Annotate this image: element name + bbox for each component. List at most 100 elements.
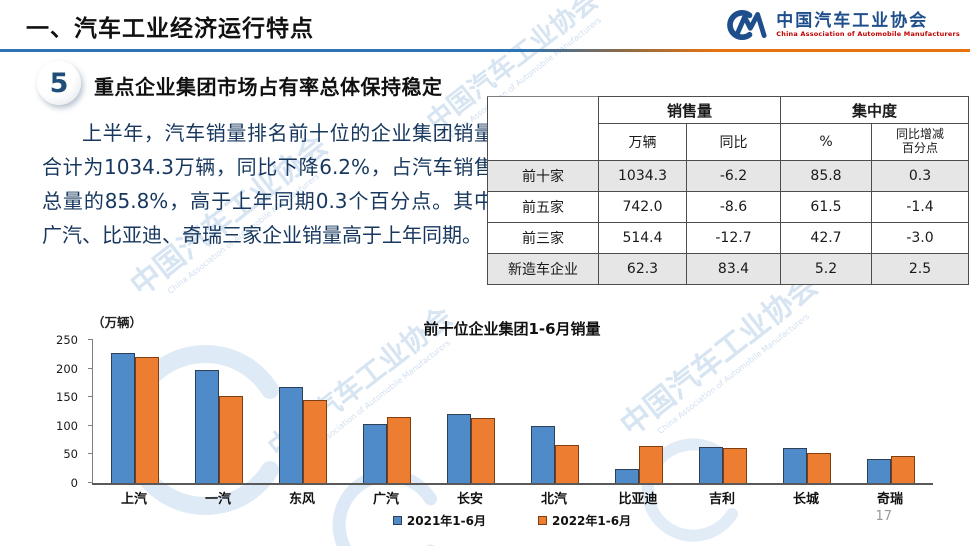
table-cell: 42.7 — [780, 222, 872, 254]
bar-group — [513, 426, 597, 483]
subheader-percent: % — [780, 123, 872, 161]
category-label: 一汽 — [204, 492, 231, 507]
bar-2022 — [135, 356, 159, 483]
summary-paragraph: 上半年，汽车销量排名前十位的企业集团销量合计为1034.3万辆，同比下降6.2%… — [42, 121, 494, 247]
category-label: 奇瑞 — [876, 492, 903, 507]
bar-2021 — [447, 413, 471, 483]
legend-item: 2022年1-6月 — [538, 512, 631, 529]
bar-2022 — [303, 399, 327, 483]
y-tick-mark — [88, 339, 93, 340]
legend-swatch — [392, 516, 402, 525]
bar-2022 — [555, 444, 579, 483]
y-tick-mark — [88, 424, 93, 426]
y-tick-label: 50 — [63, 447, 78, 462]
category-label: 上汽 — [120, 492, 147, 507]
subheader-units: 万辆 — [598, 123, 687, 161]
bar-2021 — [195, 370, 219, 483]
bar-group — [597, 446, 681, 483]
bar-groups — [93, 340, 933, 483]
y-tick-mark — [88, 482, 93, 483]
plot-area — [88, 339, 933, 483]
bar-2021 — [867, 458, 891, 483]
bar-group — [93, 352, 177, 483]
table-corner-cell — [487, 96, 599, 161]
table-cell: 5.2 — [780, 253, 872, 285]
bar-2021 — [699, 446, 723, 483]
concentration-table: 销售量 集中度 万辆 同比 % 同比增减 百分点 前十家 1034.3 -6.2 85… — [487, 96, 969, 285]
table-cell: -6.2 — [686, 160, 781, 192]
table-body: 前十家 1034.3 -6.2 85.8 0.3 前五家 742.0 -8.6 61.5 -1.4… — [487, 160, 969, 285]
category-label: 长安 — [456, 492, 483, 507]
table-cell: 2.5 — [871, 253, 969, 285]
legend-label: 2021年1-6月 — [406, 514, 486, 528]
category-label: 比亚迪 — [618, 492, 658, 507]
header-divider — [0, 49, 970, 52]
bar-group — [177, 370, 261, 483]
y-tick-label: 200 — [56, 361, 78, 376]
caam-logo: 中国汽车工业协会 China Association of Automobile… — [717, 8, 960, 42]
column-group-concentration: 集中度 — [780, 96, 969, 124]
category-labels: 上汽 一汽 东风 广汽 长安 北汽 比亚迪 吉利 长城 奇瑞 — [92, 488, 932, 507]
bar-group — [681, 446, 765, 483]
section-heading: 重点企业集团市场占有率总体保持稳定 — [94, 75, 443, 99]
y-tick-label: 100 — [56, 418, 78, 433]
bar-group — [849, 455, 933, 483]
table-cell: 83.4 — [686, 253, 781, 285]
bar-2022 — [219, 396, 243, 483]
category-label: 北汽 — [540, 492, 567, 507]
table-cell: 62.3 — [598, 253, 687, 285]
legend-item: 2021年1-6月 — [392, 512, 486, 529]
bar-group — [345, 417, 429, 483]
caam-logo-en: China Association of Automobile Manufact… — [776, 30, 960, 39]
table-subheader-row: 万辆 同比 % 同比增减 百分点 — [488, 123, 969, 161]
table-row: 前十家 1034.3 -6.2 85.8 0.3 — [487, 160, 969, 192]
y-tick-mark — [88, 396, 93, 398]
chart-legend: 2021年1-6月 2022年1-6月 — [92, 512, 932, 529]
category-label: 广汽 — [372, 492, 399, 507]
bar-2021 — [783, 447, 807, 483]
bar-2021 — [615, 468, 639, 483]
x-axis-line — [92, 483, 933, 485]
chart-title: 前十位企业集团1-6月销量 — [423, 320, 601, 338]
page-number: 17 — [875, 509, 892, 524]
column-group-sales: 销售量 — [598, 96, 781, 124]
table-cell: 61.5 — [780, 191, 872, 223]
bar-2022 — [807, 453, 831, 483]
table-row: 新造车企业 62.3 83.4 5.2 2.5 — [487, 253, 969, 285]
table-cell: 1034.3 — [598, 160, 687, 192]
bar-2021 — [279, 386, 303, 483]
bar-2021 — [363, 424, 387, 483]
legend-swatch — [538, 516, 547, 525]
bar-2021 — [531, 426, 555, 483]
row-label: 前五家 — [487, 191, 599, 223]
row-label: 新造车企业 — [487, 253, 599, 285]
table-cell: 514.4 — [598, 222, 687, 254]
table-cell: -3.0 — [871, 222, 969, 254]
subheader-pp-change: 同比增减 百分点 — [871, 123, 969, 161]
table-cell: -8.6 — [686, 191, 781, 223]
subheader-yoy: 同比 — [686, 123, 781, 161]
category-label: 长城 — [792, 492, 819, 507]
bar-group — [429, 413, 513, 483]
bar-group — [261, 386, 345, 483]
section-number-badge: 5 — [37, 61, 81, 105]
bar-group — [765, 447, 849, 483]
table-cell: 742.0 — [598, 191, 687, 223]
caam-logo-cn: 中国汽车工业协会 — [776, 10, 929, 31]
bar-2022 — [471, 418, 495, 483]
table-header-row: 销售量 集中度 — [487, 96, 969, 161]
bar-2022 — [723, 447, 747, 483]
row-label: 前十家 — [487, 160, 599, 192]
caam-logo-icon — [727, 9, 767, 41]
category-label: 东风 — [288, 492, 315, 507]
bar-2022 — [639, 446, 663, 483]
table-row: 前三家 514.4 -12.7 42.7 -3.0 — [487, 222, 969, 254]
y-axis-unit-label: （万辆） — [92, 315, 143, 330]
y-tick-label: 150 — [56, 390, 78, 405]
legend-label: 2022年1-6月 — [552, 514, 632, 528]
row-label: 前三家 — [487, 222, 599, 254]
bar-2022 — [387, 417, 411, 483]
y-tick-label: 0 — [70, 476, 78, 490]
table-row: 前五家 742.0 -8.6 61.5 -1.4 — [487, 191, 969, 223]
